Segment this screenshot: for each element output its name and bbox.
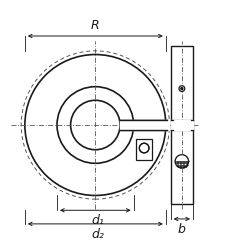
- Text: R: R: [91, 19, 100, 32]
- Circle shape: [175, 155, 188, 168]
- Text: b: b: [178, 223, 186, 236]
- Bar: [171, 46, 193, 204]
- Circle shape: [175, 155, 188, 168]
- Text: d₁: d₁: [91, 214, 104, 227]
- Text: d₂: d₂: [91, 228, 104, 240]
- Circle shape: [139, 143, 149, 153]
- Bar: [136, 138, 152, 160]
- Circle shape: [181, 88, 183, 90]
- Bar: [171, 120, 193, 130]
- Bar: [120, 120, 169, 130]
- Circle shape: [179, 86, 185, 91]
